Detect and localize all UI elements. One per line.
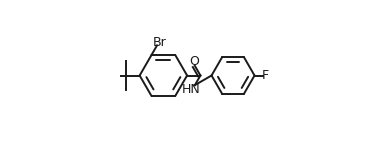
- Text: Br: Br: [153, 36, 167, 49]
- Text: HN: HN: [182, 83, 201, 96]
- Text: O: O: [189, 55, 199, 68]
- Text: F: F: [262, 69, 269, 82]
